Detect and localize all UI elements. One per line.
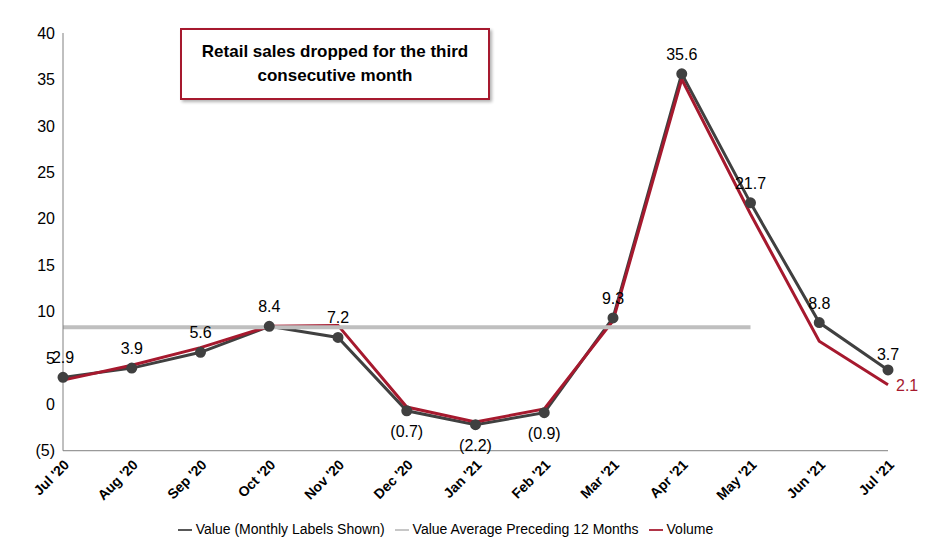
svg-text:(5): (5) xyxy=(35,442,55,459)
svg-text:Nov '20: Nov '20 xyxy=(301,456,347,502)
svg-text:(2.2): (2.2) xyxy=(459,437,492,454)
svg-text:40: 40 xyxy=(37,25,55,42)
svg-text:8.4: 8.4 xyxy=(258,298,280,315)
svg-text:Feb '21: Feb '21 xyxy=(508,456,553,501)
svg-text:Jul '21: Jul '21 xyxy=(855,456,897,498)
svg-text:3.9: 3.9 xyxy=(121,340,143,357)
html-text:Retail sales dropped for the t: Retail sales dropped for the third conse… xyxy=(201,42,469,85)
svg-text:(0.9): (0.9) xyxy=(528,425,561,442)
svg-text:3.7: 3.7 xyxy=(877,346,899,363)
svg-text:Jun '21: Jun '21 xyxy=(783,456,828,501)
svg-text:15: 15 xyxy=(37,257,55,274)
svg-text:Sep '20: Sep '20 xyxy=(164,456,210,502)
svg-text:0: 0 xyxy=(46,396,55,413)
svg-text:7.2: 7.2 xyxy=(327,309,349,326)
svg-text:35.6: 35.6 xyxy=(666,46,697,63)
svg-text:10: 10 xyxy=(37,303,55,320)
html-text:Volume: Volume xyxy=(666,520,714,537)
html-text:Value (Monthly Labels Shown): Value (Monthly Labels Shown) xyxy=(195,520,385,537)
svg-text:20: 20 xyxy=(37,210,55,227)
svg-text:Jul '20: Jul '20 xyxy=(30,456,72,498)
svg-text:Aug '20: Aug '20 xyxy=(94,456,141,503)
svg-text:21.7: 21.7 xyxy=(735,175,766,192)
svg-text:5.6: 5.6 xyxy=(189,324,211,341)
svg-text:35: 35 xyxy=(37,71,55,88)
svg-text:Apr '21: Apr '21 xyxy=(646,456,691,501)
svg-text:Oct '20: Oct '20 xyxy=(234,456,278,500)
svg-text:8.8: 8.8 xyxy=(808,295,830,312)
html-text:Value Average Preceding 12 Mon: Value Average Preceding 12 Months xyxy=(412,520,639,537)
svg-text:Jan '21: Jan '21 xyxy=(440,456,485,501)
svg-text:25: 25 xyxy=(37,164,55,181)
svg-text:2.1: 2.1 xyxy=(896,377,918,394)
svg-text:Mar '21: Mar '21 xyxy=(577,456,622,501)
svg-text:May '21: May '21 xyxy=(713,456,760,503)
svg-text:Dec '20: Dec '20 xyxy=(370,456,416,502)
svg-text:30: 30 xyxy=(37,118,55,135)
svg-text:5: 5 xyxy=(46,349,55,367)
svg-text:(0.7): (0.7) xyxy=(390,423,423,440)
svg-text:2.9: 2.9 xyxy=(52,349,74,366)
svg-text:9.3: 9.3 xyxy=(602,290,624,307)
